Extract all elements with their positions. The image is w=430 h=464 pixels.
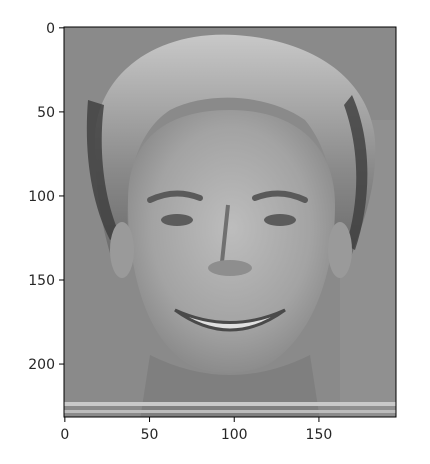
y-tick-label: 150 bbox=[28, 273, 55, 289]
x-tick-label: 150 bbox=[306, 427, 333, 443]
y-axis: 0 50 100 150 200 bbox=[28, 21, 64, 373]
x-axis: 0 50 100 150 bbox=[60, 417, 332, 443]
y-tick-label: 50 bbox=[37, 105, 55, 121]
y-tick-label: 200 bbox=[28, 357, 55, 373]
axes-frame bbox=[63, 26, 397, 418]
x-tick-label: 0 bbox=[60, 427, 69, 443]
hair-region bbox=[94, 34, 376, 260]
x-tick-label: 50 bbox=[141, 427, 159, 443]
x-tick-label: 100 bbox=[221, 427, 248, 443]
y-tick-label: 0 bbox=[46, 21, 55, 37]
face-image bbox=[64, 27, 396, 417]
y-tick-label: 100 bbox=[28, 189, 55, 205]
face-region bbox=[128, 110, 335, 373]
